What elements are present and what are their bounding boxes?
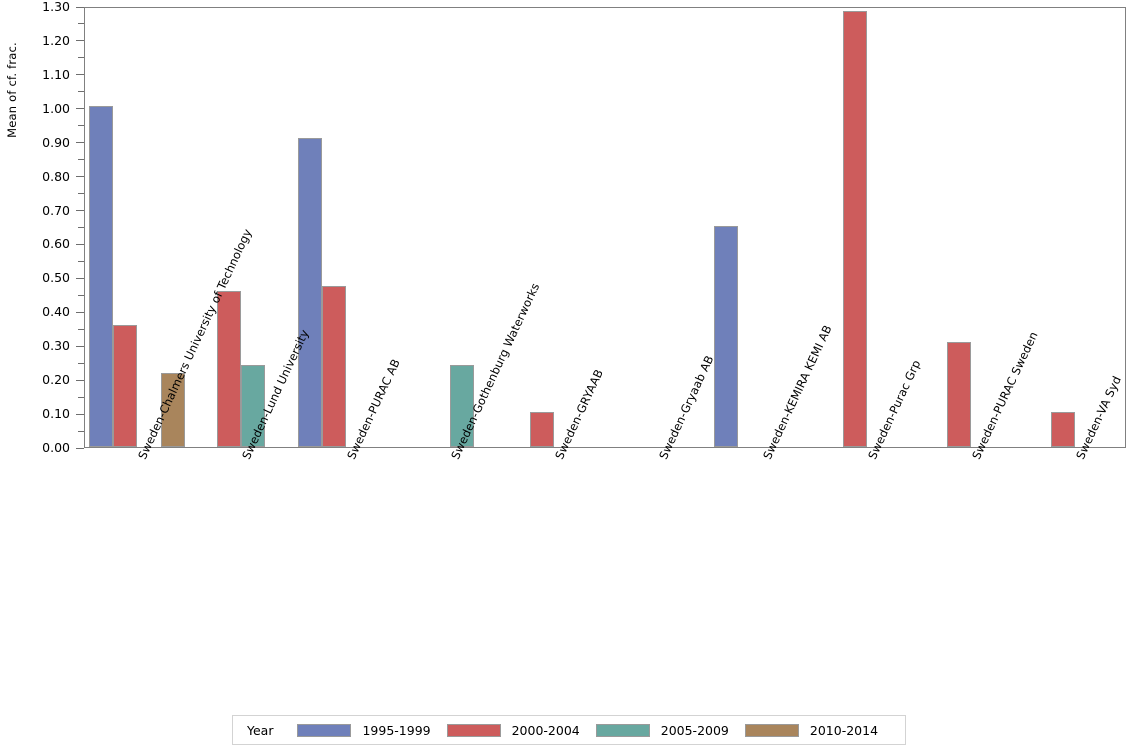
y-axis-tick-label: 1.00: [42, 100, 70, 116]
y-axis-tick-label: 0.50: [42, 270, 70, 286]
y-axis-tick: [76, 176, 84, 178]
bar: [217, 290, 242, 447]
x-axis-label-anchor: Sweden-Gothenburg Waterworks: [448, 281, 542, 462]
y-axis-tick-label: 0.40: [42, 304, 70, 320]
legend-swatch: [595, 723, 650, 737]
y-axis-minor-tick: [78, 57, 84, 59]
legend-label: 2010-2014: [809, 722, 879, 738]
bar: [946, 341, 971, 447]
bar: [529, 412, 554, 447]
legend-item[interactable]: 2010-2014: [744, 722, 879, 738]
y-axis-tick-label: 0.00: [42, 440, 70, 455]
bar: [113, 324, 138, 447]
legend: Year 1995-1999 2000-2004 2005-2009 2010-201…: [232, 715, 906, 745]
y-axis-tick-label: 0.90: [42, 134, 70, 150]
y-axis-minor-tick: [78, 260, 84, 262]
y-axis-tick-label: 1.10: [42, 66, 70, 82]
y-axis-tick: [76, 210, 84, 212]
x-axis-label-anchor: Sweden-Purac Grp: [865, 358, 923, 462]
bar: [161, 373, 186, 447]
y-axis-tick: [76, 6, 84, 8]
y-axis-tick: [76, 413, 84, 415]
legend-item[interactable]: 2005-2009: [595, 722, 729, 738]
legend-swatch: [446, 723, 501, 737]
y-axis-minor-tick: [78, 125, 84, 127]
bar: [842, 11, 867, 447]
bar: [321, 285, 346, 447]
y-axis-tick: [76, 345, 84, 347]
y-axis-tick-label: 0.30: [42, 338, 70, 354]
x-axis-label-anchor: Sweden-PURAC AB: [344, 357, 403, 462]
bar: [297, 138, 322, 447]
y-axis-tick: [76, 447, 84, 449]
y-axis-tick: [76, 108, 84, 110]
x-axis-label-anchor: Sweden-KEMIRA KEMI AB: [760, 323, 835, 462]
y-axis-minor-tick: [78, 227, 84, 228]
x-axis-label-anchor: Sweden-PURAC Sweden: [969, 329, 1041, 461]
legend-label: 1995-1999: [362, 722, 431, 738]
bar: [714, 226, 739, 447]
legend-swatch: [297, 723, 352, 737]
plot-area: [84, 7, 1126, 448]
bar: [89, 106, 114, 447]
y-axis-tick: [76, 243, 84, 245]
legend-swatch: [744, 723, 799, 737]
y-axis-tick: [76, 277, 84, 279]
y-axis-tick-label: 0.10: [42, 406, 70, 422]
x-axis-label-anchor: Sweden-Chalmers University of Technology: [135, 227, 254, 462]
legend-title: Year: [247, 722, 274, 738]
legend-item[interactable]: 1995-1999: [297, 722, 431, 738]
y-axis-tick-label: 0.80: [42, 168, 70, 184]
y-axis-minor-tick: [78, 396, 84, 398]
y-axis-minor-tick: [78, 328, 84, 330]
y-axis-tick-label: 0.20: [42, 372, 70, 388]
y-axis-tick-label: 0.60: [42, 236, 70, 252]
y-axis-minor-tick: [78, 91, 84, 93]
y-axis-tick: [76, 379, 84, 381]
legend-item[interactable]: 2000-2004: [446, 722, 580, 738]
legend-label: 2000-2004: [511, 722, 580, 738]
y-axis-minor-tick: [78, 362, 84, 364]
x-axis-label-anchor: Sweden-Gryaab AB: [656, 353, 716, 461]
y-axis-minor-tick: [78, 159, 84, 161]
y-axis-minor-tick: [78, 23, 84, 25]
x-axis-label-anchor: Sweden-GRYAAB: [552, 367, 606, 461]
y-axis-title: Mean of cf. frac.: [5, 42, 19, 138]
x-axis-label-anchor: Sweden-VA Syd: [1073, 374, 1124, 462]
y-axis-tick-label: 0.70: [42, 202, 70, 218]
legend-entries: 1995-1999 2000-2004 2005-2009 2010-2014: [281, 723, 878, 738]
y-axis-tick: [76, 74, 84, 76]
bar: [449, 365, 474, 447]
y-axis-tick: [76, 142, 84, 144]
y-axis-minor-tick: [78, 193, 84, 195]
y-axis-tick: [76, 40, 84, 42]
bar: [1050, 412, 1075, 447]
bar: [241, 365, 266, 447]
x-axis-label-anchor: Sweden-Lund University: [239, 327, 312, 461]
y-axis-tick-label: 1.30: [42, 0, 70, 14]
y-axis-minor-tick: [78, 430, 84, 432]
y-axis-tick: [76, 311, 84, 313]
y-axis-minor-tick: [78, 294, 84, 296]
legend-label: 2005-2009: [660, 722, 729, 738]
y-axis-tick-label: 1.20: [42, 32, 70, 48]
